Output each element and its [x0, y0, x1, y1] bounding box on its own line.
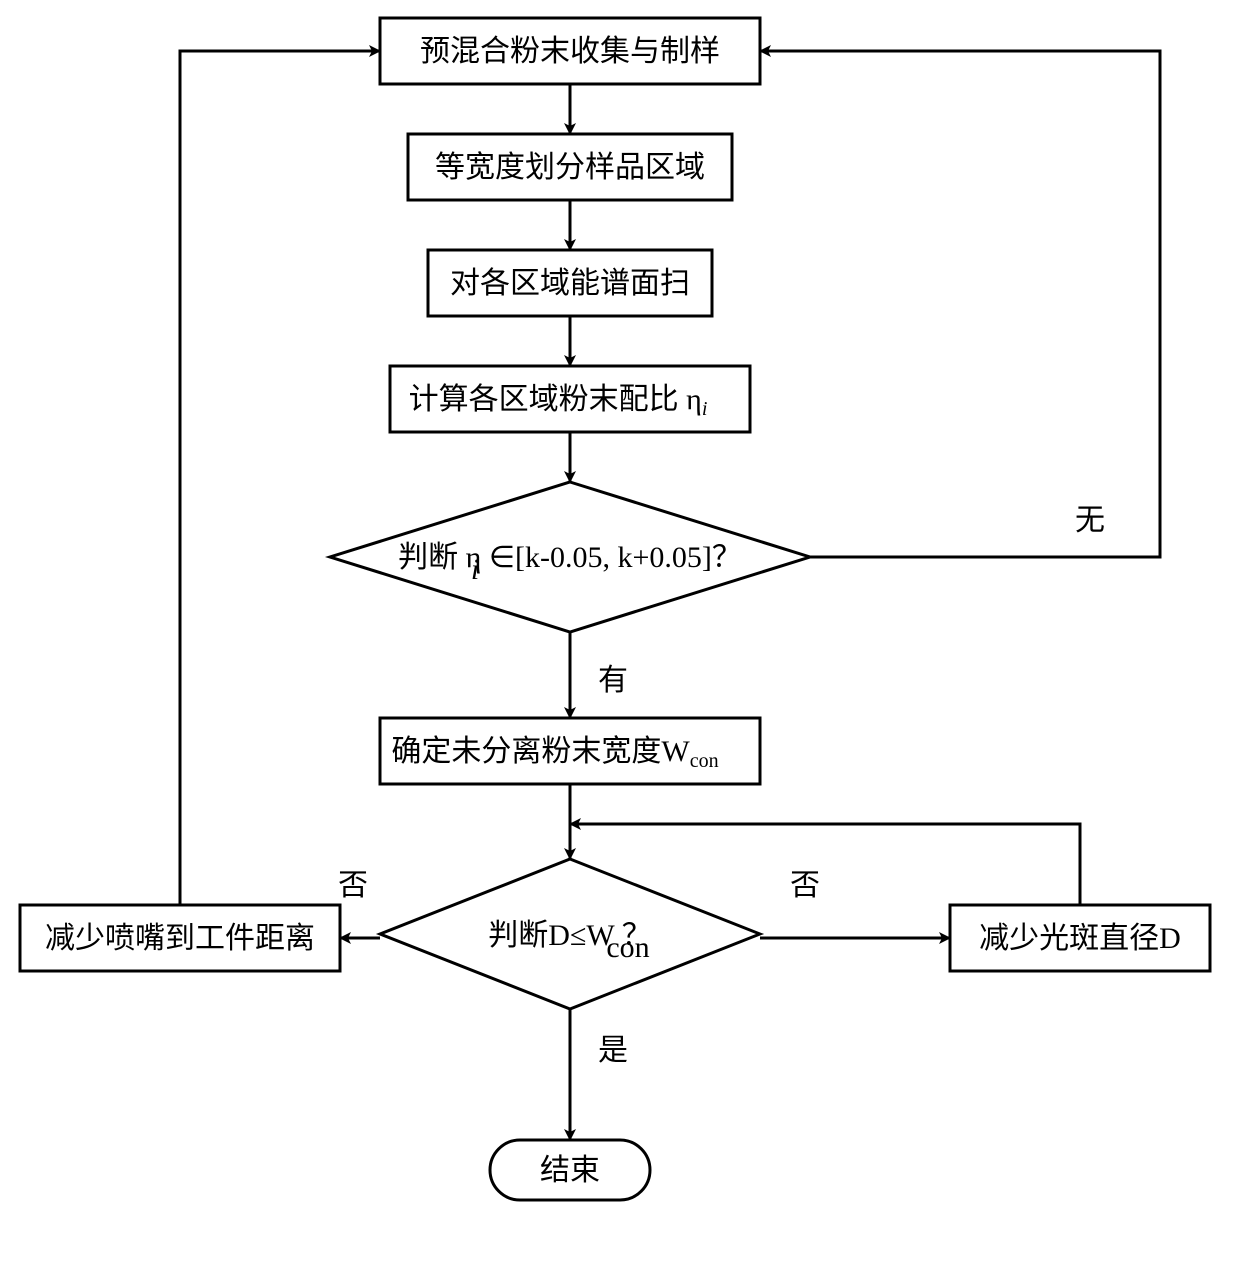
label-d2-no-right: 否 — [790, 869, 820, 902]
node-d2: 判断D≤W ？ con — [380, 859, 760, 1009]
node-n4: 计算各区域粉末配比 ηi — [390, 366, 750, 432]
edge-n6-n1 — [180, 51, 380, 905]
node-n2: 等宽度划分样品区域 — [408, 134, 732, 200]
node-n7-label: 减少光斑直径D — [979, 922, 1181, 955]
node-n3-label: 对各区域能谱面扫 — [450, 267, 690, 300]
edge-d1-n1 — [760, 51, 1160, 557]
node-end-label: 结束 — [540, 1154, 600, 1187]
node-n1-label: 预混合粉末收集与制样 — [420, 35, 720, 68]
label-d1-no: 无 — [1075, 504, 1105, 537]
node-n1: 预混合粉末收集与制样 — [380, 18, 760, 84]
node-n5: 确定未分离粉末宽度Wcon — [380, 718, 760, 784]
node-n6-label: 减少喷嘴到工件距离 — [45, 922, 315, 955]
node-n4-label: 计算各区域粉末配比 ηi — [409, 383, 708, 420]
node-d1-label: 判断 η ∈[k-0.05, k+0.05]？ — [398, 541, 742, 574]
label-d2-yes: 是 — [598, 1034, 628, 1067]
label-d1-yes: 有 — [598, 664, 628, 697]
node-d1: 判断 η ∈[k-0.05, k+0.05]？ i — [330, 482, 810, 632]
node-d1-sub: i — [471, 553, 479, 586]
node-n7: 减少光斑直径D — [950, 905, 1210, 971]
node-n3: 对各区域能谱面扫 — [428, 250, 712, 316]
node-n6: 减少喷嘴到工件距离 — [20, 905, 340, 971]
node-d2-sub: con — [606, 931, 649, 964]
label-d2-no-left: 否 — [338, 869, 368, 902]
node-n2-label: 等宽度划分样品区域 — [435, 151, 705, 184]
flowchart-canvas: 有 是 无 否 否 预混合粉末收集与制样 等宽度划分样品区域 对各区域能谱面扫 … — [0, 0, 1240, 1261]
node-end: 结束 — [490, 1140, 650, 1200]
node-n5-label: 确定未分离粉末宽度Wcon — [391, 735, 718, 772]
